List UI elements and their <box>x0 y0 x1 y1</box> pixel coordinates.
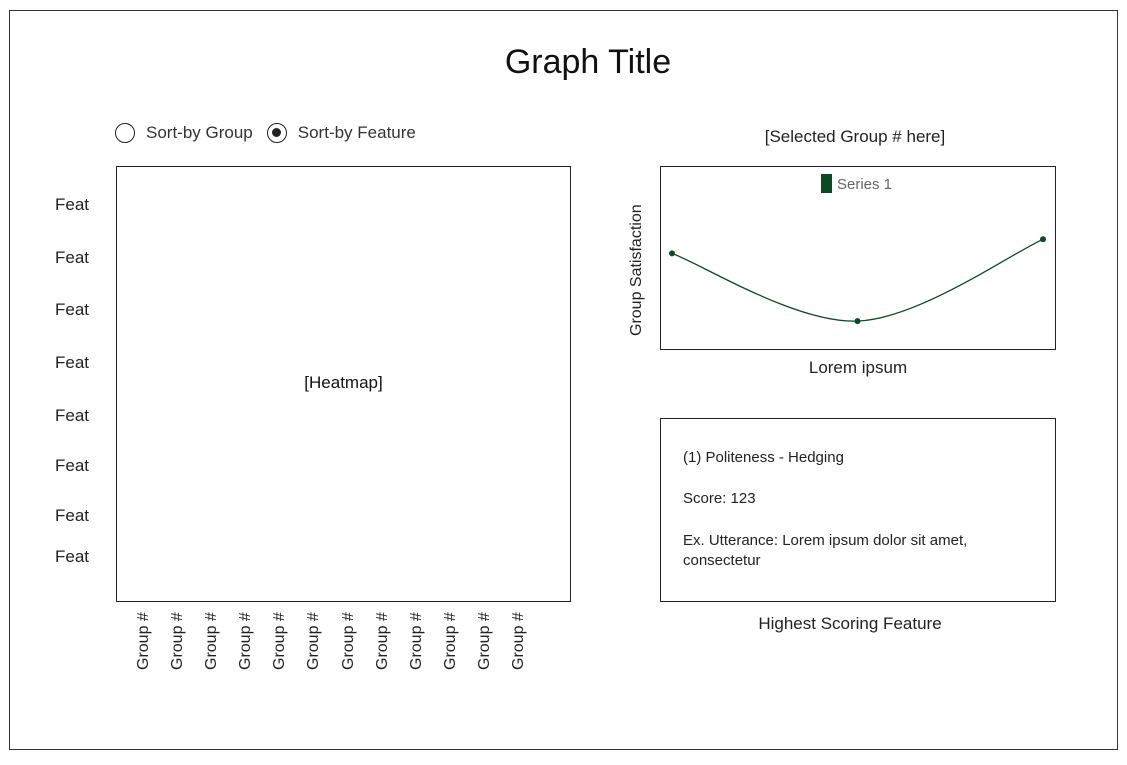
feature-score: Score: 123 <box>683 490 756 507</box>
heatmap-row-label: Feat <box>55 456 90 475</box>
heatmap-column-text: Group # <box>305 612 322 670</box>
series-point <box>1040 236 1046 243</box>
radio-unchecked-icon[interactable] <box>115 123 135 143</box>
heatmap-column-text: Group # <box>510 612 527 670</box>
heatmap-column-label: Group # <box>169 604 189 674</box>
sort-by-feature-radio[interactable]: Sort-by Feature <box>266 123 416 143</box>
heatmap-column-label: Group # <box>203 604 223 674</box>
heatmap-column-text: Group # <box>442 612 459 670</box>
heatmap-column-text: Group # <box>340 612 357 670</box>
heatmap-column-label: Group # <box>442 604 462 674</box>
heatmap-column-text: Group # <box>408 612 425 670</box>
heatmap-row-label: Feat <box>55 353 90 372</box>
heatmap-column-text: Group # <box>203 612 220 670</box>
series-line <box>671 238 1044 322</box>
heatmap-column-label: Group # <box>271 604 291 674</box>
sort-options: Sort-by Group Sort-by Feature <box>115 120 430 146</box>
radio-checked-icon[interactable] <box>266 123 287 143</box>
heatmap-column-text: Group # <box>374 612 391 670</box>
sort-by-group-radio[interactable]: Sort-by Group <box>115 123 253 143</box>
heatmap-column-text: Group # <box>476 612 493 670</box>
heatmap-column-label: Group # <box>340 604 360 674</box>
feature-caption: Highest Scoring Feature <box>758 614 942 633</box>
selected-group-label: [Selected Group # here] <box>764 127 946 146</box>
heatmap-row-label: Feat <box>55 195 90 214</box>
series-points <box>669 236 1046 325</box>
series-point <box>854 318 861 325</box>
legend-label: Series 1 <box>837 176 892 193</box>
heatmap-column-label: Group # <box>510 604 530 674</box>
series-point <box>669 250 675 257</box>
heatmap-row-label: Feat <box>55 506 90 525</box>
feature-info-panel: (1) Politeness - Hedging Score: 123 Ex. … <box>660 418 1056 602</box>
heatmap-column-label: Group # <box>305 604 325 674</box>
line-chart-panel[interactable]: Series 1 <box>660 166 1056 350</box>
heatmap-placeholder: [Heatmap] <box>304 373 383 392</box>
heatmap-column-label: Group # <box>374 604 394 674</box>
heatmap-column-text: Group # <box>169 612 186 670</box>
heatmap-row-label: Feat <box>55 300 90 319</box>
x-axis-label: Lorem ipsum <box>808 358 908 377</box>
heatmap-row-label: Feat <box>55 547 90 566</box>
diagram-frame <box>9 10 1118 750</box>
graph-title: Graph Title <box>504 43 672 81</box>
heatmap-column-label: Group # <box>237 604 257 674</box>
feature-utterance: Ex. Utterance: Lorem ipsum dolor sit ame… <box>683 532 968 569</box>
sort-by-group-label: Sort-by Group <box>146 123 253 142</box>
heatmap-column-label: Group # <box>135 604 155 674</box>
legend-swatch <box>821 174 832 193</box>
y-axis-label: Group Satisfaction <box>628 204 645 336</box>
feature-title: (1) Politeness - Hedging <box>683 449 844 466</box>
heatmap-column-text: Group # <box>135 612 152 670</box>
heatmap-row-label: Feat <box>55 248 90 267</box>
heatmap-panel[interactable]: [Heatmap] <box>116 166 571 602</box>
heatmap-column-label: Group # <box>476 604 496 674</box>
heatmap-column-label: Group # <box>408 604 428 674</box>
heatmap-column-text: Group # <box>237 612 254 670</box>
heatmap-column-text: Group # <box>271 612 288 670</box>
heatmap-row-label: Feat <box>55 406 90 425</box>
line-chart-svg: Series 1 <box>669 174 1046 325</box>
sort-by-feature-label: Sort-by Feature <box>297 123 416 142</box>
